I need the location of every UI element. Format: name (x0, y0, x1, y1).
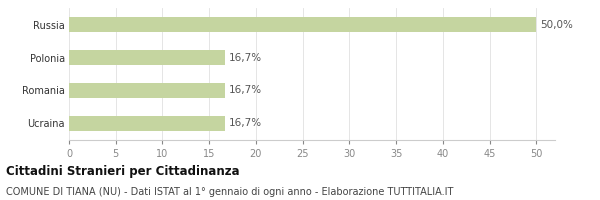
Text: 16,7%: 16,7% (229, 118, 262, 128)
Text: 50,0%: 50,0% (540, 20, 573, 30)
Text: 16,7%: 16,7% (229, 53, 262, 63)
Text: COMUNE DI TIANA (NU) - Dati ISTAT al 1° gennaio di ogni anno - Elaborazione TUTT: COMUNE DI TIANA (NU) - Dati ISTAT al 1° … (6, 187, 454, 197)
Bar (69, 116, 225, 131)
Bar (69, 83, 225, 98)
Text: 16,7%: 16,7% (229, 85, 262, 95)
Text: Cittadini Stranieri per Cittadinanza: Cittadini Stranieri per Cittadinanza (6, 165, 239, 178)
Bar (69, 50, 225, 65)
Bar (69, 17, 536, 32)
